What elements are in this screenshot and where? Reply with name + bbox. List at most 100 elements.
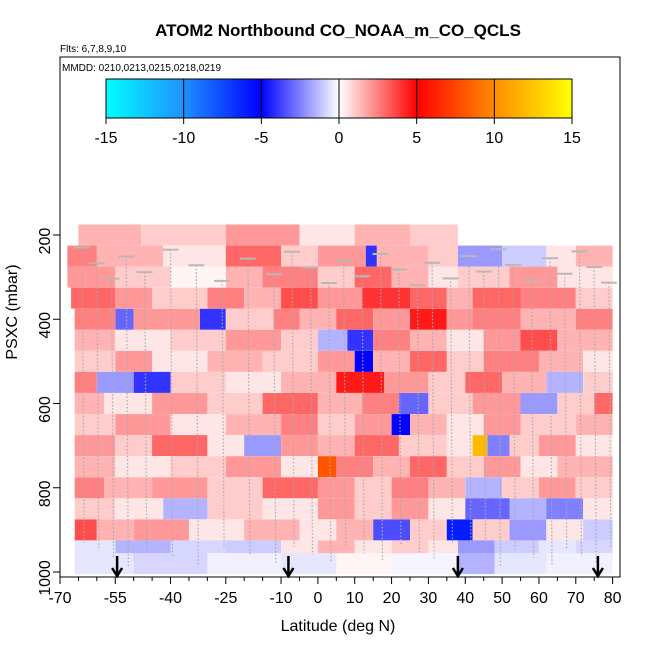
heatmap-cell — [354, 266, 392, 288]
heatmap-cell — [200, 308, 226, 330]
heatmap-cell — [170, 456, 226, 478]
heatmap-cell — [262, 393, 318, 414]
heatmap-cell — [502, 245, 547, 267]
marker-head — [111, 567, 124, 579]
heatmap-cell — [170, 371, 226, 393]
heatmap-cell — [152, 477, 208, 499]
heatmap-cell — [465, 498, 510, 520]
y-axis-label: PSXC (mbar) — [4, 264, 21, 359]
heatmap-cell — [384, 371, 429, 393]
flight-profile-trace — [416, 285, 420, 553]
dates-subtitle: MMDD: 0210,0213,0215,0218,0219 — [62, 63, 221, 74]
heatmap-cell — [207, 435, 245, 457]
x-tick-label: 60 — [530, 590, 548, 607]
heatmap-cell — [410, 414, 447, 436]
heatmap-cell — [428, 371, 466, 393]
marker-head — [591, 567, 604, 579]
heatmap-cell — [317, 245, 366, 267]
heatmap-cell — [538, 350, 584, 372]
heatmap-cell — [115, 350, 153, 372]
heatmap-cell — [225, 266, 263, 288]
heatmap-cell — [225, 308, 274, 330]
heatmap-cell — [391, 477, 429, 499]
flight-profile-trace — [468, 256, 472, 551]
heatmap-cell — [354, 477, 392, 499]
heatmap-area — [67, 224, 613, 575]
heatmap-cell — [428, 477, 466, 499]
latitude-marker-arrow — [451, 556, 464, 579]
heatmap-cell — [74, 329, 116, 351]
heatmap-cell — [410, 350, 447, 372]
heatmap-cell — [317, 287, 363, 309]
heatmap-cell — [575, 477, 613, 499]
heatmap-cell — [207, 350, 263, 372]
heatmap-cell — [446, 350, 484, 372]
heatmap-cell — [446, 456, 484, 478]
chart-title: ATOM2 Northbound CO_NOAA_m_CO_QCLS — [155, 21, 521, 40]
heatmap-cell — [373, 456, 410, 478]
heatmap-cell — [483, 350, 539, 372]
flight-profile-trace — [309, 267, 314, 555]
heatmap-cell — [583, 350, 613, 372]
heatmap-cell — [354, 498, 392, 520]
plot-frame — [59, 56, 621, 578]
heatmap-cell — [546, 245, 576, 267]
heatmap-cell — [410, 308, 447, 330]
heatmap-cell — [96, 371, 134, 393]
marker-head — [451, 567, 464, 579]
heatmap-cell — [78, 224, 141, 246]
heatmap-cell — [317, 414, 355, 436]
heatmap-cell — [170, 266, 226, 288]
heatmap-cell — [115, 329, 171, 351]
heatmap-cell — [225, 224, 300, 246]
heatmap-cell — [457, 245, 503, 267]
heatmap-cell — [67, 245, 97, 267]
heatmap-cell — [152, 435, 208, 457]
flight-profile-trace — [431, 262, 435, 561]
flight-profile-trace — [361, 276, 365, 554]
x-tick-label: 80 — [604, 590, 622, 607]
heatmap-cell — [509, 498, 547, 520]
y-tick-label: 600 — [37, 396, 54, 423]
heatmap-cell — [96, 519, 134, 541]
colorbar-tick-label: 10 — [485, 130, 503, 147]
heatmap-cell — [483, 414, 521, 436]
heatmap-cell — [483, 329, 521, 351]
heatmap-cell — [152, 287, 208, 309]
flight-profile-trace — [111, 278, 115, 559]
flight-profile-trace — [195, 265, 199, 566]
heatmap-cell — [170, 329, 226, 351]
heatmap-cell — [410, 224, 458, 246]
heatmap-cell — [428, 498, 466, 520]
heatmap-cell — [317, 477, 355, 499]
y-tick-label: 400 — [37, 312, 54, 339]
colorbar: -15 -10 -5 0 5 10 15 — [94, 78, 581, 147]
heatmap-cell — [457, 266, 510, 288]
flight-profile-trace — [549, 258, 553, 566]
heatmap-cell — [446, 308, 473, 330]
x-tick-label: -25 — [214, 590, 237, 607]
flight-profile-trace — [497, 249, 501, 567]
x-tick-label: 0 — [313, 590, 322, 607]
x-tick-label: 20 — [383, 590, 401, 607]
heatmap-cell — [583, 371, 613, 393]
heatmap-cell — [115, 456, 171, 478]
flights-subtitle: Flts: 6,7,8,9,10 — [60, 44, 127, 55]
flight-profile-trace — [169, 249, 174, 558]
heatmap-cell — [520, 414, 576, 436]
heatmap-cell — [207, 393, 263, 414]
flight-profile-trace — [221, 280, 225, 549]
heatmap-cell — [281, 435, 318, 457]
heatmap-cell — [465, 477, 503, 499]
flight-profile-trace — [483, 271, 487, 559]
heatmap-cell — [225, 414, 282, 436]
flight-profile-trace — [328, 282, 332, 563]
heatmap-cell — [225, 329, 282, 351]
heatmap-cell — [336, 553, 392, 575]
heatmap-cell — [365, 245, 377, 267]
heatmap-cell — [502, 371, 547, 393]
heatmap-cell — [354, 414, 392, 436]
heatmap-cell — [457, 553, 495, 575]
heatmap-cell — [336, 519, 374, 541]
heatmap-cell — [104, 393, 153, 414]
